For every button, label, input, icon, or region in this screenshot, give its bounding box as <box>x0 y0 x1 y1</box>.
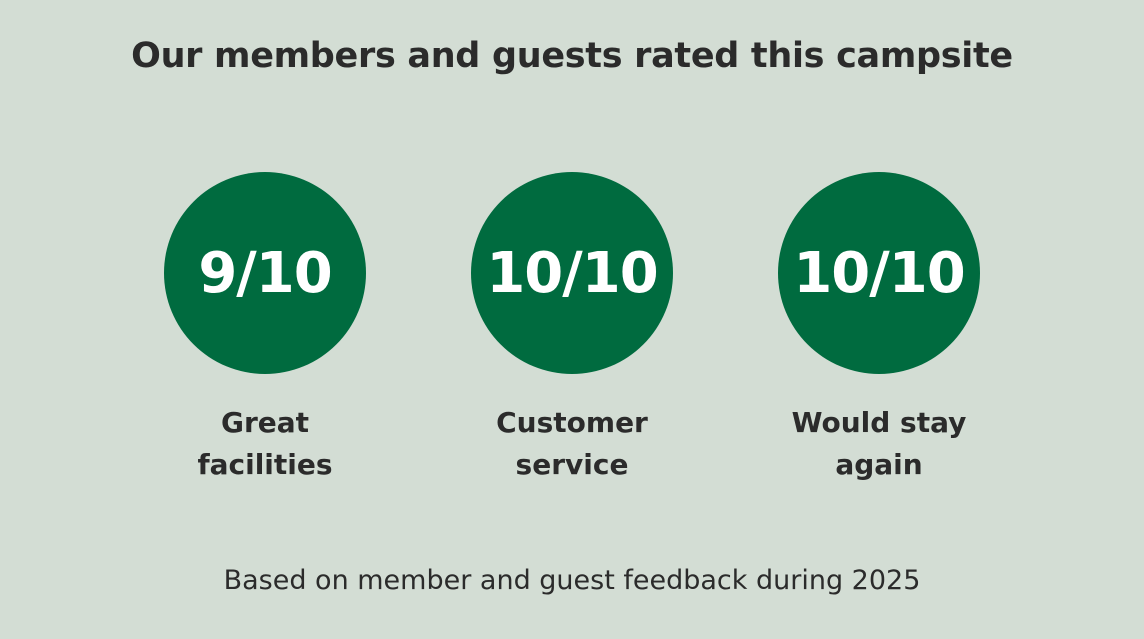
label-line: Great <box>220 406 310 439</box>
label-line: again <box>835 448 923 481</box>
label-line: Would stay <box>791 406 967 439</box>
rating-label: Great facilities <box>115 402 415 486</box>
rating-score: 9/10 <box>164 172 366 374</box>
rating-item: 10/10 Would stay again <box>729 172 1029 486</box>
rating-score: 10/10 <box>778 172 980 374</box>
label-line: service <box>515 448 629 481</box>
label-line: Customer <box>496 406 648 439</box>
rating-item: 10/10 Customer service <box>422 172 722 486</box>
rating-label: Customer service <box>422 402 722 486</box>
title: Our members and guests rated this campsi… <box>131 36 1013 76</box>
rating-score: 10/10 <box>471 172 673 374</box>
footer-note: Based on member and guest feedback durin… <box>223 565 921 596</box>
label-line: facilities <box>197 448 333 481</box>
rating-label: Would stay again <box>729 402 1029 486</box>
rating-item: 9/10 Great facilities <box>115 172 415 486</box>
